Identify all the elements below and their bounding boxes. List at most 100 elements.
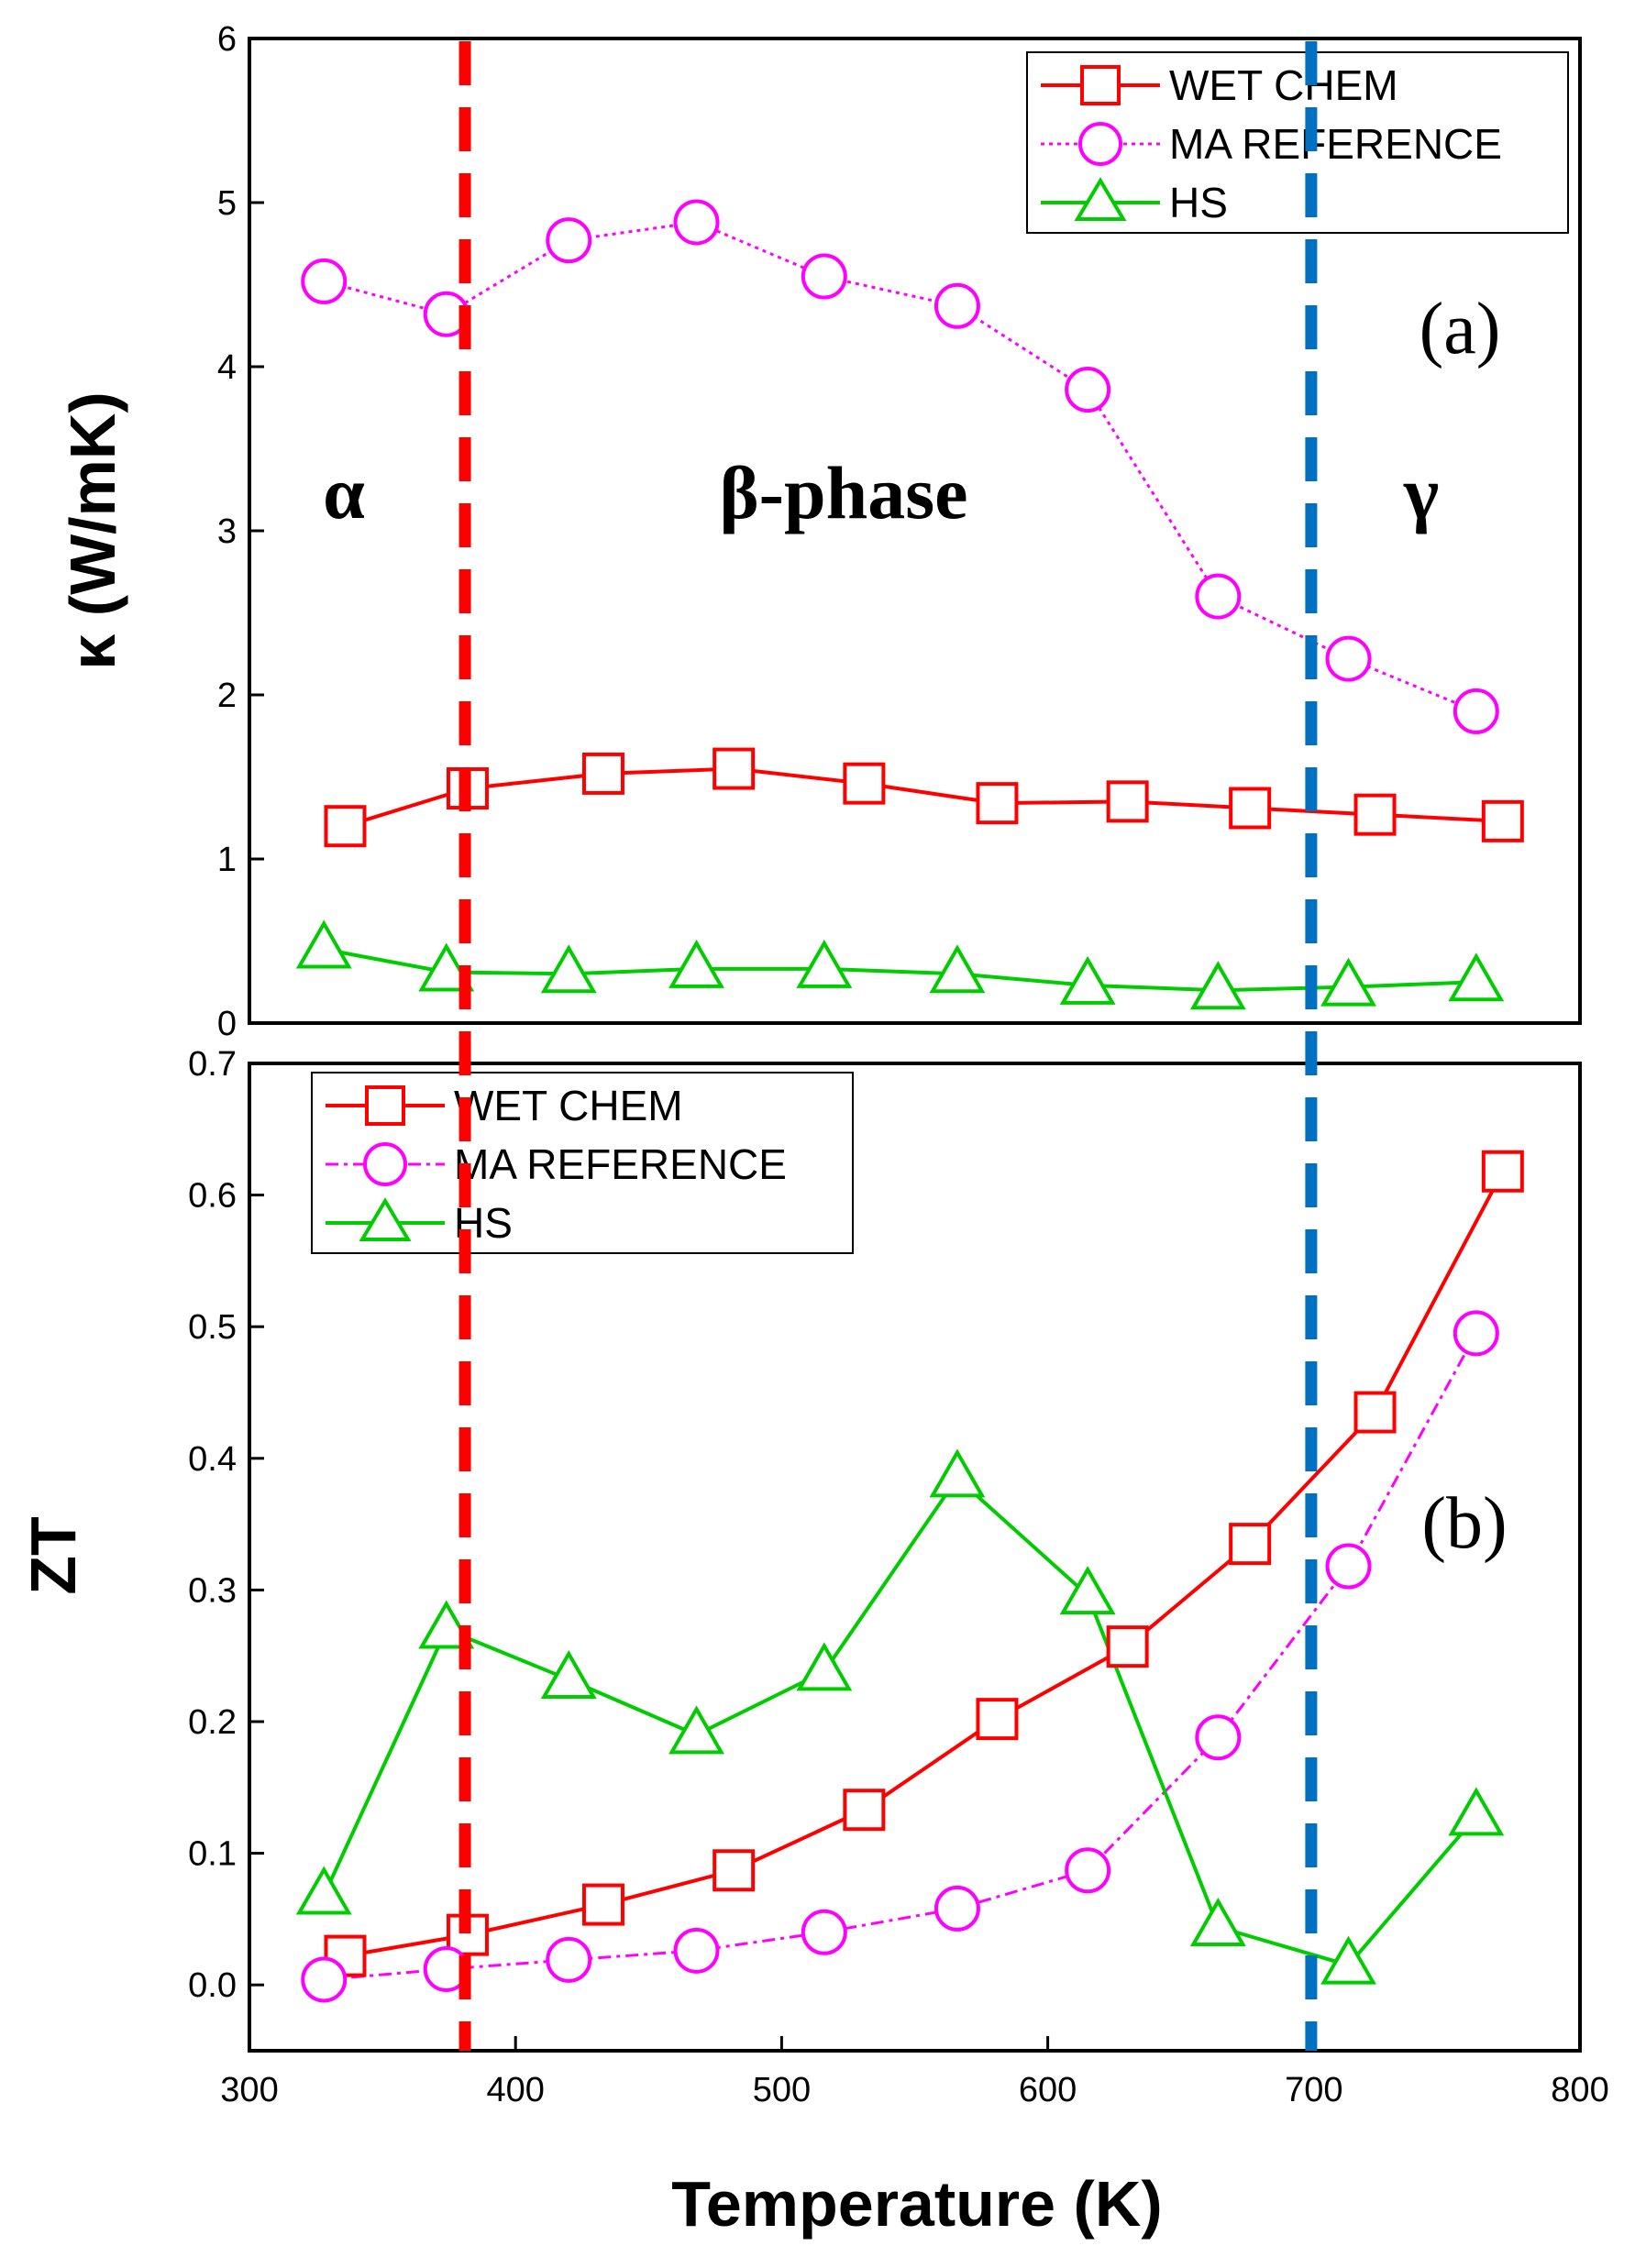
data-point-square bbox=[1106, 1625, 1149, 1668]
data-point-circle bbox=[933, 1885, 980, 1932]
legend-triangle-marker bbox=[1074, 177, 1127, 221]
y-tick-label: 4 bbox=[217, 348, 237, 387]
panel-a-legend-entry-hs: HS bbox=[1041, 177, 1228, 226]
data-point-triangle bbox=[1059, 955, 1116, 1005]
data-point-triangle bbox=[540, 944, 597, 994]
legend-label: MA REFERENCE bbox=[454, 1140, 787, 1188]
panel-a-legend: WET CHEM MA REFERENCE HS bbox=[1026, 51, 1569, 234]
data-point-square bbox=[1353, 1391, 1397, 1434]
y-tick-label: 0.0 bbox=[188, 1966, 237, 2005]
data-point-square bbox=[1481, 1150, 1524, 1193]
data-point-circle bbox=[1195, 1714, 1242, 1761]
panel-a-y-axis-title: κ (W/mK) bbox=[57, 391, 128, 669]
data-point-circle bbox=[546, 217, 592, 264]
data-point-square bbox=[1106, 780, 1149, 823]
panel-b-zt: 0.0 0.1 0.2 0.3 0.4 0.5 0.6 0.7 300 400 500 600 700… bbox=[17, 1045, 1609, 2240]
data-point-circle bbox=[1195, 573, 1242, 620]
legend-circle-marker bbox=[1078, 122, 1122, 166]
data-point-square bbox=[324, 805, 367, 848]
series-line-ma-reference bbox=[324, 1332, 1478, 1981]
data-point-triangle bbox=[1448, 952, 1505, 1002]
y-tick-label: 0.4 bbox=[188, 1440, 237, 1479]
data-point-triangle bbox=[1320, 1935, 1376, 1985]
legend-label: HS bbox=[1169, 179, 1228, 226]
series-line-wet-chem bbox=[345, 1170, 1505, 1958]
legend-label: WET CHEM bbox=[1169, 61, 1398, 109]
data-point-square bbox=[1353, 793, 1397, 836]
data-point-square bbox=[1481, 799, 1524, 842]
phase-label-alpha: α bbox=[323, 451, 365, 534]
panel-b-y-ticks: 0.0 0.1 0.2 0.3 0.4 0.5 0.6 0.7 bbox=[188, 1045, 264, 2005]
data-point-triangle bbox=[1189, 961, 1246, 1010]
phase-label-beta: β-phase bbox=[719, 451, 967, 534]
panel-a-y-ticks: 0 1 2 3 4 5 6 bbox=[217, 20, 264, 1043]
data-point-circle bbox=[1325, 635, 1372, 682]
data-point-circle bbox=[546, 1936, 592, 1983]
panel-b-y-axis-title: ZT bbox=[17, 1516, 89, 1595]
series-line-ma-reference bbox=[323, 220, 1477, 713]
y-tick-label: 0.5 bbox=[188, 1308, 237, 1347]
data-point-square bbox=[976, 782, 1019, 825]
panel-b-series-lines bbox=[322, 1170, 1505, 1981]
x-tick-label: 300 bbox=[220, 2071, 278, 2109]
x-tick-label: 600 bbox=[1019, 2071, 1077, 2109]
panel-a-series-markers bbox=[295, 199, 1524, 1010]
data-point-triangle bbox=[1189, 1898, 1246, 1947]
data-point-circle bbox=[673, 1927, 720, 1974]
x-axis-title: Temperature (K) bbox=[671, 2168, 1162, 2240]
x-tick-label: 400 bbox=[486, 2071, 544, 2109]
data-point-square bbox=[976, 1698, 1019, 1741]
panel-b-x-ticks: 300 400 500 600 700 800 bbox=[220, 2036, 1609, 2109]
data-point-triangle bbox=[295, 919, 352, 969]
panel-a-label: (a) bbox=[1420, 289, 1501, 369]
legend-label: MA REFERENCE bbox=[1169, 120, 1502, 168]
y-tick-label: 6 bbox=[217, 20, 237, 59]
y-tick-label: 0 bbox=[217, 1005, 237, 1043]
legend-label: WET CHEM bbox=[454, 1082, 683, 1129]
y-tick-label: 3 bbox=[217, 512, 237, 551]
data-point-circle bbox=[1065, 1847, 1111, 1894]
data-point-square bbox=[843, 1789, 886, 1832]
data-point-triangle bbox=[1320, 957, 1376, 1007]
x-tick-label: 800 bbox=[1551, 2071, 1608, 2109]
series-line-hs bbox=[323, 947, 1476, 993]
panel-a-series-lines bbox=[323, 220, 1503, 993]
data-point-triangle bbox=[1448, 1787, 1505, 1836]
data-point-triangle bbox=[668, 1705, 724, 1755]
y-tick-label: 1 bbox=[217, 841, 237, 879]
panel-b-series-markers bbox=[295, 1150, 1524, 2003]
data-point-triangle bbox=[668, 939, 724, 988]
data-point-square bbox=[1229, 787, 1272, 830]
data-point-square bbox=[581, 1883, 624, 1926]
legend-triangle-marker bbox=[359, 1197, 412, 1241]
data-point-circle bbox=[1325, 1543, 1372, 1590]
x-tick-label: 700 bbox=[1285, 2071, 1342, 2109]
y-tick-label: 0.1 bbox=[188, 1835, 237, 1874]
panel-b-legend-entry-ma-reference: MA REFERENCE bbox=[326, 1140, 787, 1188]
data-point-circle bbox=[301, 1956, 348, 2003]
data-point-square bbox=[713, 747, 756, 790]
data-point-triangle bbox=[1059, 1566, 1116, 1615]
y-tick-label: 0.7 bbox=[188, 1045, 237, 1084]
data-point-square bbox=[713, 1849, 756, 1892]
data-point-circle bbox=[1453, 1310, 1499, 1357]
panel-b-label: (b) bbox=[1421, 1483, 1507, 1564]
data-point-circle bbox=[673, 199, 720, 246]
data-point-circle bbox=[1453, 688, 1499, 734]
data-point-square bbox=[843, 762, 886, 805]
phase-boundary-lines bbox=[458, 41, 1318, 2051]
data-point-triangle bbox=[929, 1448, 986, 1498]
data-point-triangle bbox=[929, 944, 986, 994]
y-tick-label: 0.2 bbox=[188, 1703, 237, 1742]
data-point-circle bbox=[301, 258, 348, 304]
series-line-hs bbox=[322, 1475, 1478, 1967]
panel-a-thermal-conductivity: 0 1 2 3 4 5 6 κ (W/mK) (a) α β-phase γ WET CHE… bbox=[57, 20, 1582, 1043]
data-point-square bbox=[1229, 1523, 1272, 1566]
data-point-circle bbox=[801, 1909, 847, 1955]
panel-a-legend-entry-wet-chem: WET CHEM bbox=[1041, 61, 1398, 109]
data-point-triangle bbox=[796, 939, 853, 988]
y-tick-label: 0.6 bbox=[188, 1177, 237, 1216]
x-tick-label: 500 bbox=[753, 2071, 811, 2109]
data-point-triangle bbox=[418, 942, 475, 992]
